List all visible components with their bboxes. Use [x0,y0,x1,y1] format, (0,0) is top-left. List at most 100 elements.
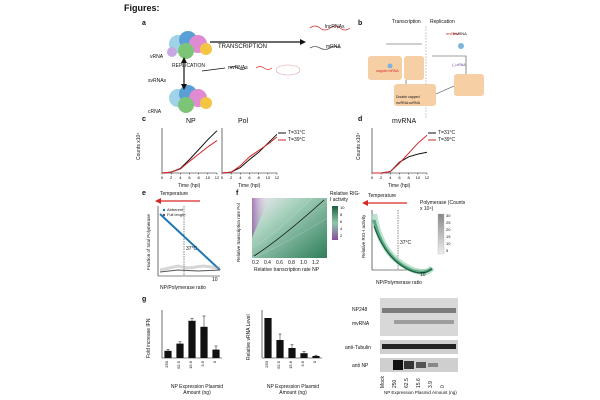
legend-d-39: T=39°C [438,137,456,143]
x-tick-label: 8 [198,175,201,180]
page-title: Figures: [124,3,160,13]
colorbar-f-tick-3: 6 [340,219,343,224]
blot-row-np248: NP248 [352,307,368,313]
series-line-T=31°C [161,130,218,174]
chart-c1-title: NP [186,118,196,125]
heatmap-f-ylabel: Relative transcription rate Pol [236,203,241,262]
chart-g2-xlabel: NP Expression Plasmid Amount (ng) [266,384,320,396]
svg-text:(-) cRNA: (-) cRNA [452,63,466,67]
colorbar-fr-tick-1: 30 [446,213,451,218]
panel-label-g: g [142,296,147,303]
x-tick-label: 10 [206,175,211,180]
x-tick-label: 12 [215,175,220,180]
colorbar-f-right-title: Polymerase (Counts x 10⁴) [420,200,466,212]
legend-c-31: T=31°C [288,130,306,136]
category-label: 0 [212,360,217,363]
x-tick-label: 4 [389,175,392,180]
x-tick-label: 2 [380,175,383,180]
chart-d-xlabel: Time (hpi) [388,183,411,189]
category-label: 62.5 [176,360,181,369]
chart-g1: 250 62.5 15.6 3.9 0 [161,310,222,369]
column-replication: Replication [430,19,455,25]
panel-label-a: a [142,20,146,27]
category-label: 250 [264,360,269,367]
temperature-label-e: Temperature [160,191,189,197]
heatmap-f-xtick-2: 0.4 [264,260,271,266]
chart-f-right-ylabel: Relative RIG-I activity [361,214,366,258]
chart-f-right [371,210,435,276]
colorbar-fr-tick-4: 15 [446,234,451,239]
chart-e [157,206,221,277]
heatmap-f-xtick-4: 0.8 [288,260,295,266]
blot-lane-1: 250 [392,379,398,388]
x-tick-label: 4 [179,175,182,180]
chart-c-ylabel: Counts x10⁴ [136,132,142,160]
bar-250 [264,318,272,358]
chart-g2-ylabel: Relative vRNA Level [246,314,252,360]
x-tick-label: 6 [188,175,191,180]
panel-b-diagram: mvRNA capped mRNA (-) cRNA [368,26,484,118]
heatmap-f-xtick-6: 1.2 [312,260,319,266]
blot-lane-4: 3.9 [428,381,434,388]
series-line-T=39°C [161,140,218,174]
blot-row-anti-np: anti NP [352,363,369,369]
category-label: 3.9 [300,360,305,366]
panel-label-b: b [358,20,363,27]
category-label: 62.5 [276,360,281,369]
heatmap-f-xtick-3: 0.6 [276,260,283,266]
x-tick-label: 4 [239,175,242,180]
chart-c1: 0 2 4 6 8 10 12 [161,128,220,180]
bar-0 [312,356,320,358]
x-tick-label: 10 [266,175,271,180]
x-tick-label: 2 [230,175,233,180]
blot-lane-3: 15.6 [416,378,422,388]
blot-row-mvrna: mvRNA [352,321,370,327]
temperature-arrow-f [362,200,407,206]
panel-label-f: f [236,190,239,197]
colorbar-f-tick-4: 4 [340,226,343,231]
temperature-label-f: Temperature [368,193,397,199]
series-line-T=31°C [221,133,278,174]
bar-15.6 [288,348,296,358]
category-label: 3.9 [200,360,205,366]
legend-e-aberrent: Abberent [167,207,184,212]
chart-d-ylabel: Counts x10⁴ [356,132,362,160]
chart-d: 0 2 4 6 8 10 12 [371,128,430,180]
series-line-T=39°C [372,134,428,174]
x-tick-label: 0 [221,175,224,180]
chart-f-right-xtick: 10 [420,272,426,278]
svg-text:capped mRNA: capped mRNA [376,69,399,73]
vrnp-top [167,31,212,59]
label-mvrna: mvRNAs [228,65,248,71]
bar-15.6 [188,320,196,358]
chart-e-vline-label: 37°C [186,246,198,252]
panel-label-e: e [142,190,146,197]
label-crna: cRNA [148,109,162,115]
colorbar-f-tick-2: 8 [340,212,343,217]
chart-g1-xlabel: NP Expression Plasmid Amount (ng) [170,384,224,396]
panel-a-diagram [167,25,351,113]
chart-c2-title: Pol [238,118,249,125]
legend-e-full: Full length [167,212,186,217]
bar-62.5 [276,340,284,358]
heatmap-f-xtick-1: 0.2 [252,260,259,266]
chart-f-right-vline: 37°C [400,240,412,246]
column-transcription: Transcription [392,19,421,25]
x-tick-label: 8 [408,175,411,180]
heatmap-f-xtick-5: 1.0 [300,260,307,266]
x-tick-label: 6 [398,175,401,180]
series-line-T=39°C [221,136,278,174]
vrnp-bottom [169,85,212,113]
svg-text:mvRNA: mvRNA [446,31,460,36]
chart-c2: 0 2 4 6 8 10 12 [221,128,280,180]
legend-c [278,132,286,141]
colorbar-fr-tick-5: 10 [446,241,451,246]
category-label: 15.6 [188,360,193,369]
chart-g1-ylabel: Fold increase IFN [146,318,152,358]
blot-xlabel: NP Expression Plasmid Amount (ng) [384,390,457,395]
label-replication: REPLICATION [172,63,205,69]
chart-c2-xlabel: Time (hpi) [238,183,261,189]
bar-0 [212,349,220,358]
x-tick-label: 10 [416,175,421,180]
label-mrna: mRNA [326,44,341,50]
